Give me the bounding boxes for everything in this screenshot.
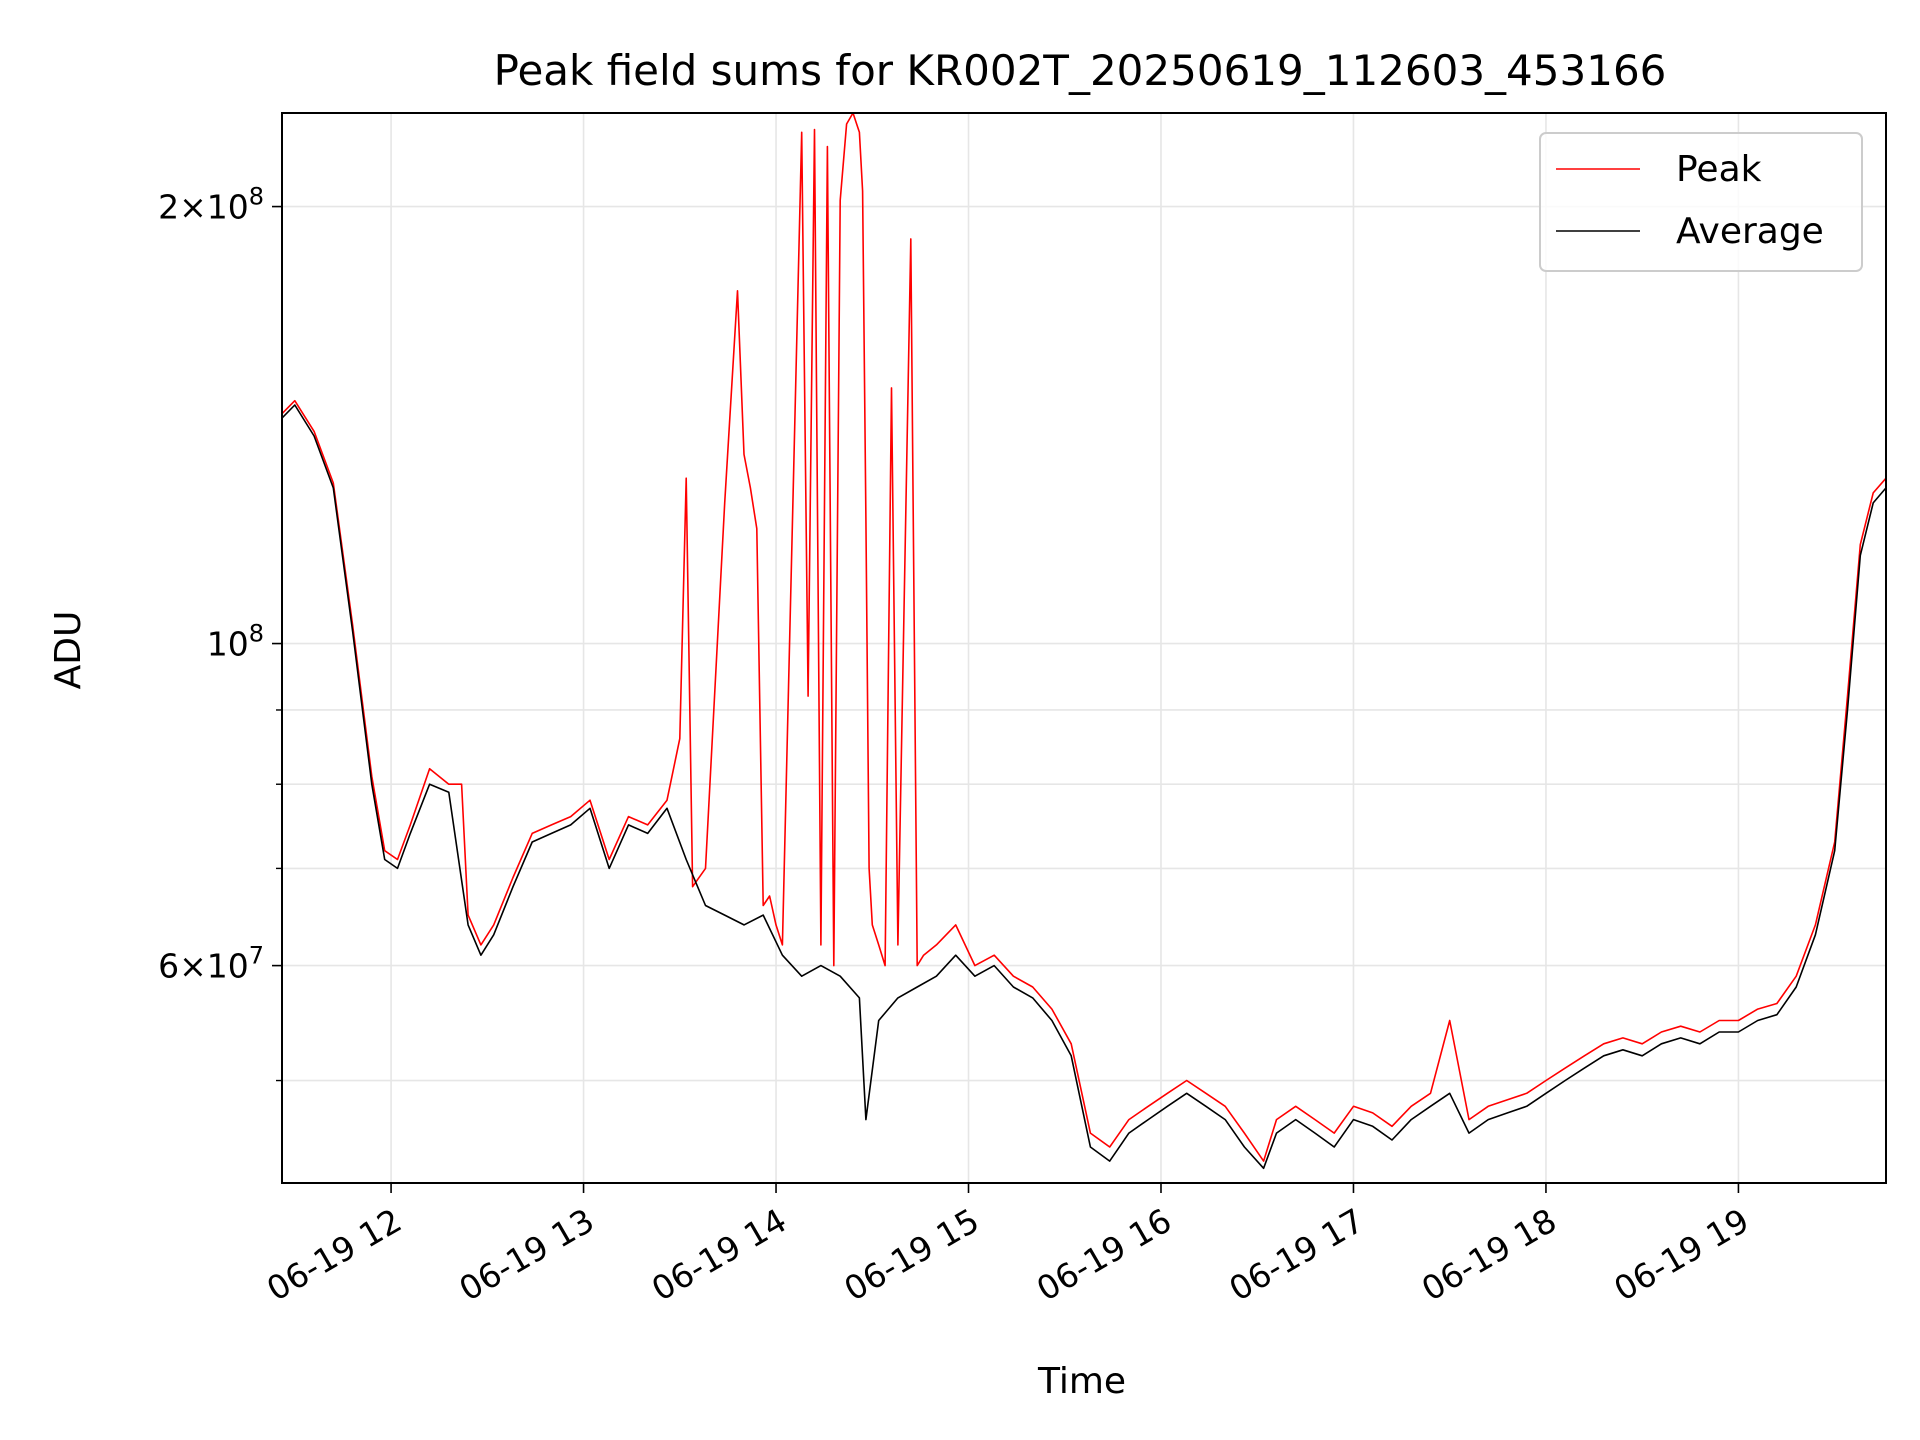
legend-average-label: Average bbox=[1676, 211, 1824, 252]
legend-peak-label: Peak bbox=[1676, 149, 1762, 190]
y-tick-label: 2×108 bbox=[158, 183, 264, 227]
series-peak-line bbox=[281, 112, 1887, 1162]
x-axis-label: Time bbox=[1037, 1361, 1126, 1402]
y-tick-label: 6×107 bbox=[158, 942, 264, 986]
y-tick-label: 108 bbox=[207, 620, 264, 664]
legend-box bbox=[1539, 132, 1863, 272]
y-axis-label: ADU bbox=[48, 611, 89, 690]
series-layer bbox=[281, 112, 1887, 1170]
legend: Peak Average bbox=[1539, 132, 1863, 272]
series-average-line bbox=[281, 404, 1887, 1170]
plot-frame bbox=[281, 112, 1887, 1184]
chart-title: Peak field sums for KR002T_20250619_1126… bbox=[494, 46, 1667, 95]
